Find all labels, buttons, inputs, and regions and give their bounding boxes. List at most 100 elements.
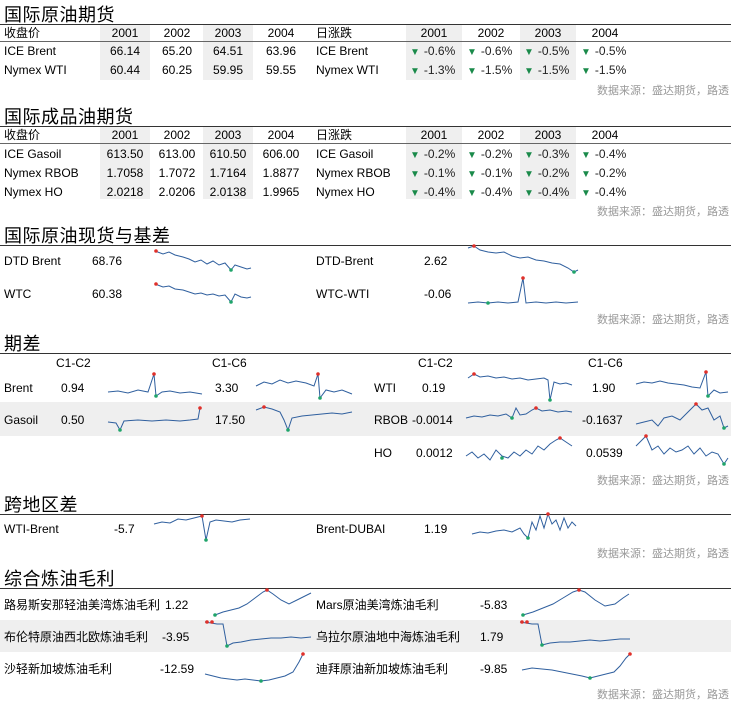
sparkline-min-marker [229, 300, 233, 304]
change-cell: ▼ -0.4% [410, 185, 456, 199]
source-note: 数据来源：盛达期货，路透 [597, 689, 729, 701]
down-triangle-icon: ▼ [410, 169, 420, 180]
spot-basis-title: 国际原油现货与基差 [4, 226, 171, 246]
sparkline-dubai-margin [521, 652, 632, 680]
sparkline-min-marker [229, 268, 233, 272]
sparkline-line [465, 406, 573, 419]
source-note: 数据来源：盛达期货，路透 [597, 548, 729, 560]
row-name: Gasoil [4, 413, 39, 427]
sparkline-line [204, 621, 312, 647]
sparkline-arablight-margin [204, 652, 305, 683]
change-cell: ▼ -0.6% [410, 44, 456, 58]
month-header: 2003 [534, 128, 562, 142]
row-name: Brent-DUBAI [316, 522, 386, 536]
price-cell: 59.55 [265, 63, 297, 77]
sparkline-min-marker [548, 398, 552, 402]
change-cell: ▼ -1.5% [524, 63, 570, 77]
sparkline-min-marker [540, 643, 544, 647]
row-name: 布伦特原油西北欧炼油毛利 [4, 630, 149, 644]
value-cell: 0.19 [422, 381, 446, 395]
price-cell: 63.96 [265, 44, 297, 58]
sparkline-min-marker [204, 538, 208, 542]
sparkline-line [635, 403, 729, 429]
change-cell: ▼ -1.3% [410, 63, 456, 77]
row-name: ICE Brent [316, 44, 369, 58]
change-label: 日涨跌 [316, 128, 353, 142]
sparkline-min-marker [722, 426, 726, 430]
source-note: 数据来源：盛达期货，路透 [597, 475, 729, 487]
sparkline-mars-margin [521, 588, 630, 617]
sparkline-gasoil-c1c6 [255, 405, 353, 432]
sparkline-max-marker [154, 282, 158, 286]
sparkline-line [255, 406, 353, 432]
sparkline-wtc [154, 282, 252, 304]
cross-region-title: 跨地区差 [4, 495, 78, 515]
value-cell: 3.30 [215, 381, 239, 395]
sparkline-max-marker [521, 276, 525, 280]
spreads-title: 期差 [4, 334, 41, 354]
row-name: ICE Gasoil [316, 147, 374, 161]
row-name: HO [374, 446, 392, 460]
row-name: WTC [4, 287, 32, 301]
price-cell: 2.0206 [158, 185, 196, 199]
month-header: 2002 [477, 26, 505, 40]
month-header: 2004 [591, 26, 619, 40]
change-cell: ▼ -0.2% [524, 166, 570, 180]
price-cell: 59.95 [212, 63, 244, 77]
value-cell: -5.83 [480, 598, 508, 612]
price-cell: 65.20 [161, 44, 193, 58]
sparkline-max-marker [265, 588, 269, 592]
row-name: RBOB [374, 413, 409, 427]
sparkline-wti-c1c2 [467, 372, 573, 402]
sparkline-max-marker [534, 406, 538, 410]
spread-header: C1-C6 [212, 356, 247, 370]
sparkline-max-marker [198, 406, 202, 410]
price-cell: 1.8877 [262, 166, 300, 180]
value-cell: 1.22 [165, 598, 189, 612]
sparkline-line [204, 653, 304, 682]
down-triangle-icon: ▼ [524, 66, 534, 77]
price-cell: 2.0218 [106, 185, 144, 199]
value-cell: -9.85 [480, 662, 508, 676]
sparkline-line [635, 371, 729, 398]
source-note: 数据来源：盛达期货，路透 [597, 206, 729, 218]
change-cell: ▼ -0.5% [581, 44, 627, 58]
sparkline-line [467, 373, 573, 401]
sparkline-max-marker [200, 514, 204, 518]
sparkline-line [154, 250, 252, 271]
change-cell: ▼ -1.5% [467, 63, 513, 77]
row-name: WTC-WTI [316, 287, 370, 301]
sparkline-ho-c1c6 [635, 434, 729, 466]
down-triangle-icon: ▼ [410, 47, 420, 58]
value-cell: 1.90 [592, 381, 616, 395]
down-triangle-icon: ▼ [467, 150, 477, 161]
sparkline-min-marker [225, 644, 229, 648]
sparkline-urals-margin [519, 620, 630, 647]
value-cell: 1.79 [480, 630, 504, 644]
month-header: 2001 [420, 128, 448, 142]
change-label: 日涨跌 [316, 26, 353, 40]
sparkline-min-marker [526, 536, 530, 540]
sparkline-min-marker [486, 301, 490, 305]
price-cell: 66.14 [109, 44, 141, 58]
sparkline-min-marker [510, 416, 514, 420]
row-name: Nymex RBOB [4, 166, 79, 180]
change-cell: ▼ -0.2% [467, 147, 513, 161]
sparkline-wti-c1c6 [635, 370, 729, 398]
sparkline-max-marker [205, 620, 209, 624]
month-header: 2002 [163, 128, 191, 142]
sparkline-max-marker [210, 620, 214, 624]
change-cell: ▼ -1.5% [581, 63, 627, 77]
down-triangle-icon: ▼ [581, 66, 591, 77]
sparkline-max-marker [558, 436, 562, 440]
spread-header: C1-C6 [588, 356, 623, 370]
down-triangle-icon: ▼ [524, 169, 534, 180]
row-name: Nymex WTI [316, 63, 379, 77]
sparkline-line [471, 512, 577, 539]
down-triangle-icon: ▼ [467, 47, 477, 58]
sparkline-brent-dubai [471, 512, 577, 540]
sparkline-max-marker [694, 402, 698, 406]
sparkline-max-marker [472, 244, 476, 248]
sparkline-line [153, 515, 251, 541]
sparkline-brent-margin [204, 620, 312, 648]
